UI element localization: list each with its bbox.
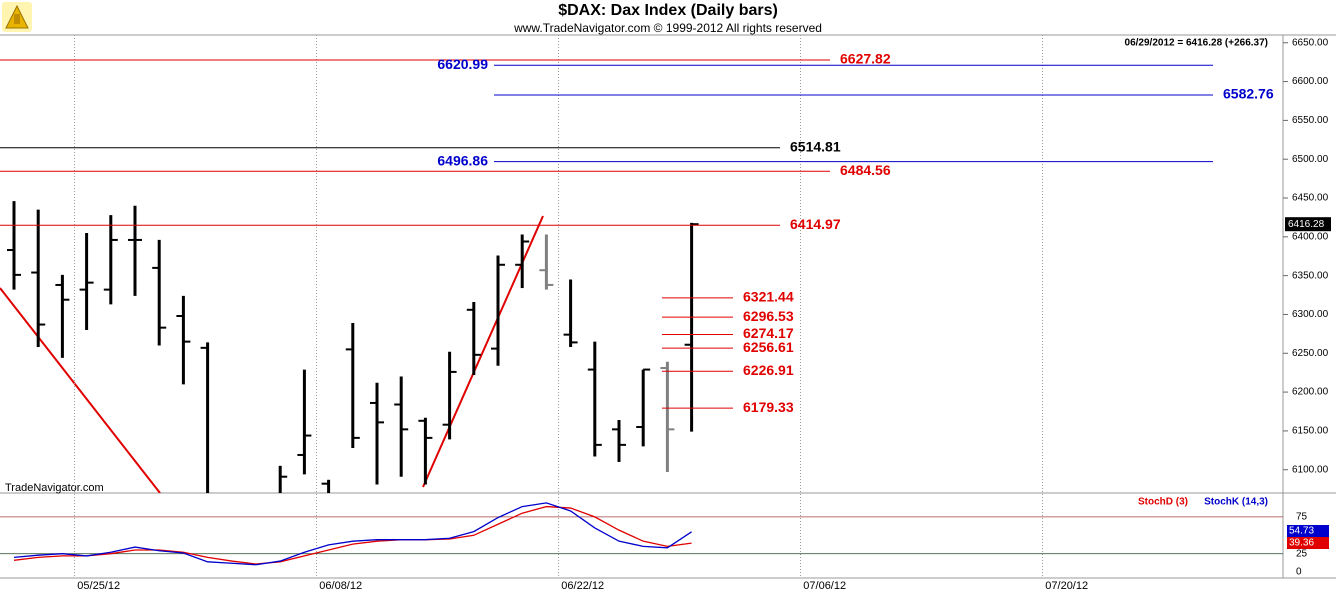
level-label: 6296.53 [743,308,794,324]
y-tick-label: 6100.00 [1292,464,1329,475]
level-label: 6496.86 [437,152,488,168]
y-tick-label: 6250.00 [1292,348,1329,359]
x-tick-label: 07/06/12 [803,580,846,592]
y-tick-label: 6200.00 [1292,387,1329,398]
y-tick-label: 6550.00 [1292,115,1329,126]
value-tag [1287,525,1329,537]
x-tick-label: 07/20/12 [1045,580,1088,592]
level-label: 6627.82 [840,51,891,67]
logo [2,2,32,32]
level-label: 6256.61 [743,339,794,355]
header-quote: 06/29/2012 = 6416.28 (+266.37) [1125,38,1268,49]
legend-label: StochK (14,3) [1204,497,1268,508]
level-label: 6274.17 [743,325,794,341]
y-tick-label: 75 [1296,512,1308,523]
level-label: 6620.99 [437,56,488,72]
y-tick-label: 0 [1296,567,1302,578]
level-label: 6484.56 [840,162,891,178]
level-label: 6414.97 [790,216,841,232]
y-tick-label: 6650.00 [1292,37,1329,48]
y-tick-label: 6450.00 [1292,193,1329,204]
chart-subtitle: www.TradeNavigator.com © 1999-2012 All r… [513,21,822,35]
chart-title: $DAX: Dax Index (Daily bars) [558,2,778,19]
x-tick-label: 06/22/12 [561,580,604,592]
stoch-line [13,502,692,566]
y-tick-label: 6350.00 [1292,270,1329,281]
stoch-line [13,505,692,565]
x-tick-label: 06/08/12 [319,580,362,592]
legend-label: StochD (3) [1138,497,1188,508]
level-label: 6321.44 [743,289,794,305]
y-tick-label: 6600.00 [1292,76,1329,87]
y-tick-label: 6150.00 [1292,426,1329,437]
price-tag [1285,217,1331,232]
value-tag [1287,537,1329,549]
level-label: 6582.76 [1223,86,1274,102]
level-label: 6179.33 [743,399,794,415]
x-tick-label: 05/25/12 [77,580,120,592]
price-tag-label: 6416.28 [1288,219,1325,230]
y-tick-label: 25 [1296,548,1308,559]
level-label: 6514.81 [790,138,841,154]
y-tick-label: 6300.00 [1292,309,1329,320]
price-plot [7,201,699,493]
y-tick-label: 6400.00 [1292,231,1329,242]
y-tick-label: 6500.00 [1292,154,1329,165]
level-label: 6226.91 [743,362,794,378]
value-tag-label: 54.73 [1289,526,1314,537]
watermark: TradeNavigator.com [5,482,104,494]
value-tag-label: 39.36 [1289,538,1314,549]
